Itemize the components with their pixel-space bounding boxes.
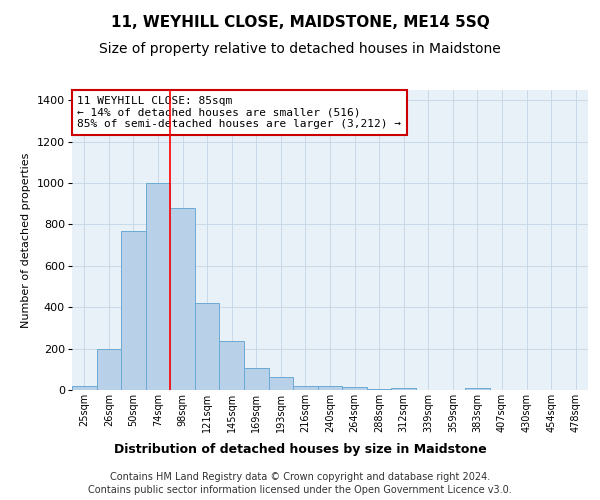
Bar: [121, 230, 146, 390]
Bar: [342, 387, 367, 390]
Bar: [72, 386, 97, 390]
Bar: [465, 388, 490, 390]
Bar: [391, 388, 416, 390]
Bar: [269, 376, 293, 390]
Bar: [293, 386, 318, 390]
Text: Contains HM Land Registry data © Crown copyright and database right 2024.: Contains HM Land Registry data © Crown c…: [110, 472, 490, 482]
Text: Contains public sector information licensed under the Open Government Licence v3: Contains public sector information licen…: [88, 485, 512, 495]
Text: 11 WEYHILL CLOSE: 85sqm
← 14% of detached houses are smaller (516)
85% of semi-d: 11 WEYHILL CLOSE: 85sqm ← 14% of detache…: [77, 96, 401, 129]
Bar: [97, 348, 121, 390]
Y-axis label: Number of detached properties: Number of detached properties: [22, 152, 31, 328]
Text: Size of property relative to detached houses in Maidstone: Size of property relative to detached ho…: [99, 42, 501, 56]
Bar: [367, 389, 391, 390]
Bar: [146, 183, 170, 390]
Bar: [195, 303, 220, 390]
Bar: [244, 368, 269, 390]
Bar: [170, 208, 195, 390]
Text: 11, WEYHILL CLOSE, MAIDSTONE, ME14 5SQ: 11, WEYHILL CLOSE, MAIDSTONE, ME14 5SQ: [110, 15, 490, 30]
Bar: [220, 342, 244, 390]
Text: Distribution of detached houses by size in Maidstone: Distribution of detached houses by size …: [113, 442, 487, 456]
Bar: [318, 386, 342, 390]
